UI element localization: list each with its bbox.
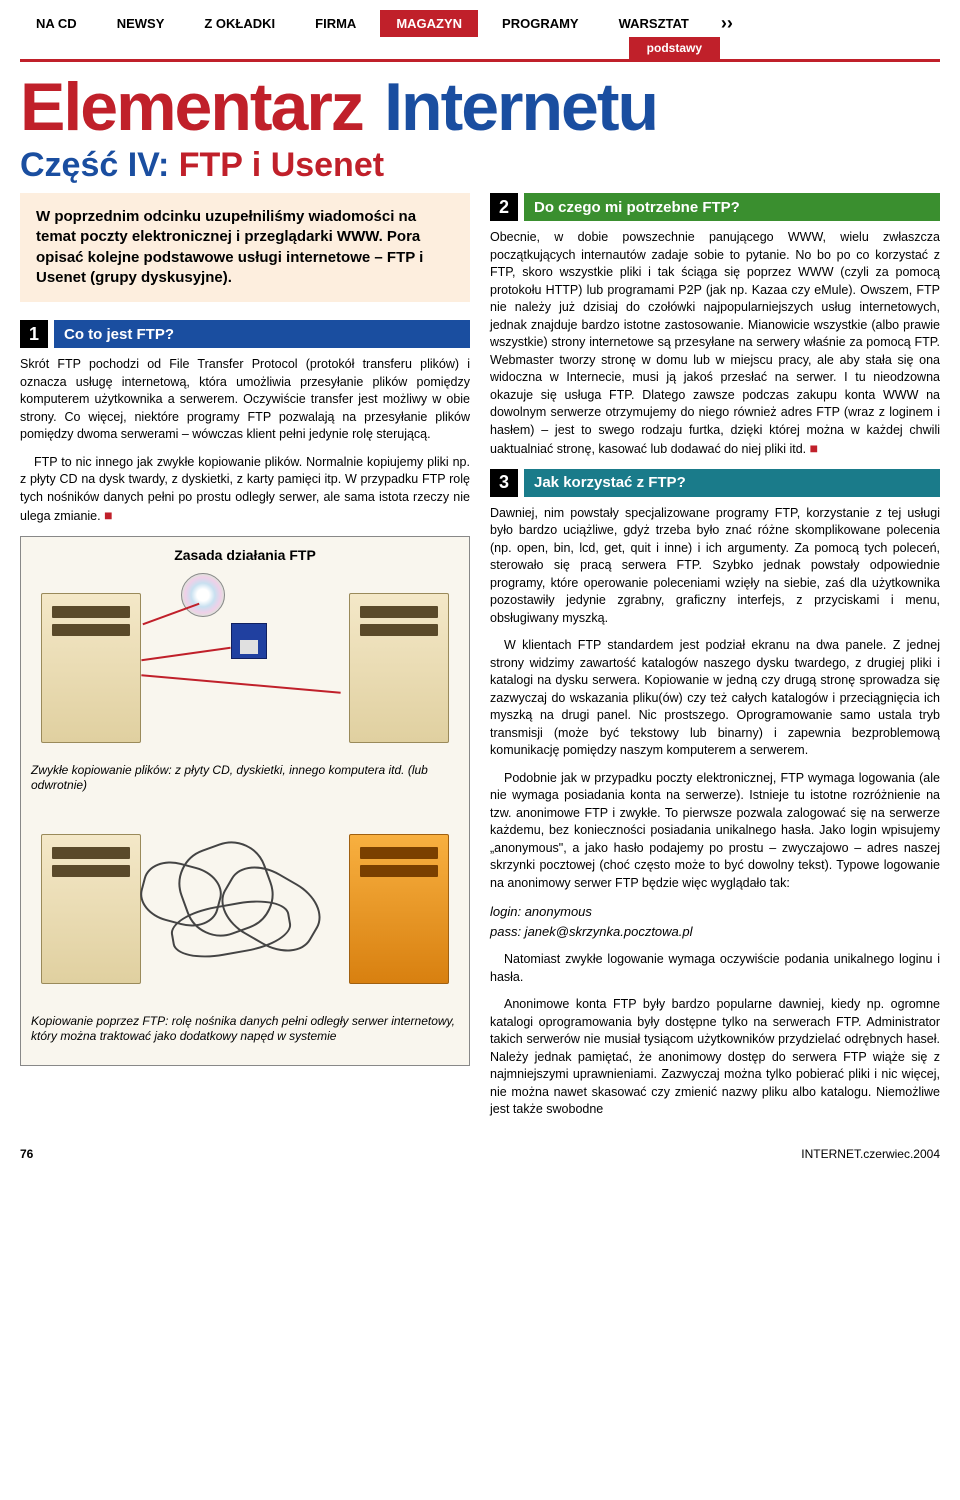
- section-3-para-3: Podobnie jak w przypadku poczty elektron…: [490, 770, 940, 893]
- end-marker-icon: ■: [104, 507, 112, 523]
- section-3-para-2: W klientach FTP standardem jest podział …: [490, 637, 940, 760]
- section-1-header: 1 Co to jest FTP?: [20, 320, 470, 348]
- arrow-icon: [141, 674, 340, 693]
- nav-item-3[interactable]: FIRMA: [299, 10, 372, 37]
- nav-divider: [20, 59, 940, 62]
- section-3-header: 3 Jak korzystać z FTP?: [490, 469, 940, 497]
- subtitle-topic: FTP i Usenet: [179, 146, 384, 184]
- server-icon: [349, 834, 449, 984]
- right-column: 2 Do czego mi potrzebne FTP? Obecnie, w …: [490, 193, 940, 1129]
- nav-subsection: podstawy: [629, 37, 720, 59]
- page-subtitle: Część IV: FTP i Usenet: [0, 146, 960, 193]
- diagram-scene-2: [31, 804, 459, 1004]
- end-marker-icon: ■: [810, 440, 818, 456]
- arrow-icon: [141, 646, 230, 661]
- title-word-2: Internetu: [384, 68, 657, 146]
- nav-item-0[interactable]: NA CD: [20, 10, 93, 37]
- title-word-1: Elementarz: [20, 68, 363, 146]
- diagram-box: Zasada działania FTP Zwykłe kopiowanie p…: [20, 536, 470, 1066]
- section-3-para-1: Dawniej, nim powstały specjalizowane pro…: [490, 505, 940, 628]
- page-footer: 76 INTERNET.czerwiec.2004: [0, 1141, 960, 1175]
- section-3-label: Jak korzystać z FTP?: [524, 469, 940, 497]
- section-2-number: 2: [490, 193, 518, 221]
- magazine-issue: INTERNET.czerwiec.2004: [801, 1147, 940, 1161]
- section-1-number: 1: [20, 320, 48, 348]
- page-title: Elementarz Internetu: [0, 68, 960, 146]
- section-3-number: 3: [490, 469, 518, 497]
- left-column: W poprzednim odcinku uzupełniliśmy wiado…: [20, 193, 470, 1129]
- nav-item-6[interactable]: WARSZTAT: [603, 10, 705, 37]
- section-3-para-5: Anonimowe konta FTP były bardzo popularn…: [490, 996, 940, 1119]
- diagram-caption-1: Zwykłe kopiowanie plików: z płyty CD, dy…: [31, 763, 459, 794]
- top-nav: NA CD NEWSY Z OKŁADKI FIRMA MAGAZYN PROG…: [0, 0, 960, 37]
- diagram-scene-1: [31, 573, 459, 753]
- diagram-title: Zasada działania FTP: [31, 547, 459, 563]
- section-1-label: Co to jest FTP?: [54, 320, 470, 348]
- computer-left-icon: [41, 834, 141, 984]
- section-1-para-1: Skrót FTP pochodzi od File Transfer Prot…: [20, 356, 470, 444]
- nav-item-4[interactable]: MAGAZYN: [380, 10, 478, 37]
- diagram-caption-2: Kopiowanie poprzez FTP: rolę nośnika dan…: [31, 1014, 459, 1045]
- section-2-label: Do czego mi potrzebne FTP?: [524, 193, 940, 221]
- section-2-header: 2 Do czego mi potrzebne FTP?: [490, 193, 940, 221]
- computer-right-icon: [349, 593, 449, 743]
- nav-next-icon[interactable]: ››: [713, 13, 741, 34]
- floppy-icon: [231, 623, 267, 659]
- section-1-para-2: FTP to nic innego jak zwykłe kopiowanie …: [20, 454, 470, 526]
- section-2-para: Obecnie, w dobie powszechnie panującego …: [490, 229, 940, 459]
- nav-item-1[interactable]: NEWSY: [101, 10, 181, 37]
- page-number: 76: [20, 1147, 33, 1161]
- intro-box: W poprzednim odcinku uzupełniliśmy wiado…: [20, 193, 470, 302]
- cd-icon: [181, 573, 225, 617]
- section-3-para-4: Natomiast zwykłe logowanie wymaga oczywi…: [490, 951, 940, 986]
- login-line-2: pass: janek@skrzynka.pocztowa.pl: [490, 922, 940, 942]
- nav-item-2[interactable]: Z OKŁADKI: [188, 10, 291, 37]
- login-line-1: login: anonymous: [490, 902, 940, 922]
- subtitle-prefix: Część IV:: [20, 146, 179, 184]
- login-example: login: anonymous pass: janek@skrzynka.po…: [490, 902, 940, 941]
- nav-item-5[interactable]: PROGRAMY: [486, 10, 595, 37]
- computer-left-icon: [41, 593, 141, 743]
